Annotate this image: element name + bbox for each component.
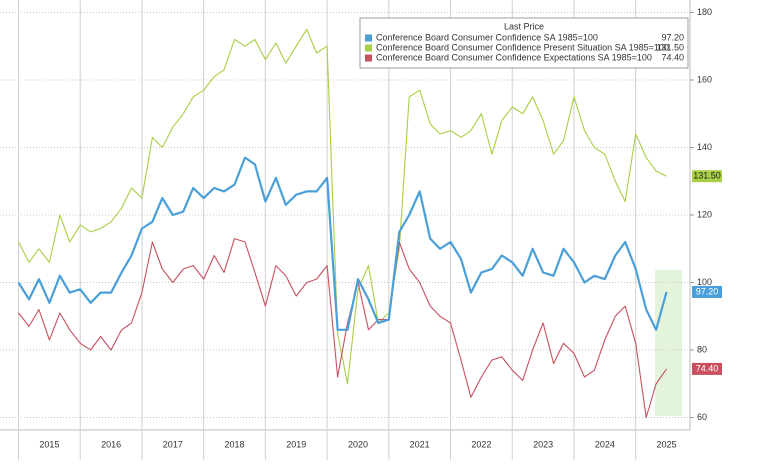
y-tick-label: 120 xyxy=(697,209,712,219)
last-value-tag-label: 97.20 xyxy=(696,286,719,296)
legend-label: Conference Board Consumer Confidence Exp… xyxy=(376,52,652,62)
y-tick-label: 100 xyxy=(697,277,712,287)
legend-value: 97.20 xyxy=(661,32,684,42)
x-tick-label: 2015 xyxy=(39,439,59,449)
y-tick-label: 60 xyxy=(697,412,707,422)
legend-swatch xyxy=(365,44,372,52)
last-value-tag xyxy=(692,285,722,298)
x-tick-label: 2024 xyxy=(595,439,615,449)
y-tick-label: 160 xyxy=(697,74,712,84)
x-tick-label: 2019 xyxy=(286,439,306,449)
legend-label: Conference Board Consumer Confidence Pre… xyxy=(376,42,669,52)
series-line xyxy=(17,156,668,331)
y-tick-label: 140 xyxy=(697,142,712,152)
x-tick-label: 2016 xyxy=(101,439,121,449)
legend-swatch xyxy=(365,34,372,42)
x-tick-label: 2022 xyxy=(471,439,491,449)
last-value-tag xyxy=(692,362,722,375)
series-line xyxy=(18,238,667,419)
y-tick-label: 180 xyxy=(697,7,712,17)
legend-value: 74.40 xyxy=(661,52,684,62)
last-value-tag-label: 131.50 xyxy=(693,171,721,181)
legend: Last Price Conference Board Consumer Con… xyxy=(359,17,689,69)
legend-value: 131.50 xyxy=(656,42,684,52)
highlight-region xyxy=(655,270,682,416)
legend-title: Last Price xyxy=(504,21,544,31)
x-tick-label: 2020 xyxy=(348,439,368,449)
legend-label: Conference Board Consumer Confidence SA … xyxy=(376,32,598,42)
series-line xyxy=(18,28,667,385)
x-tick-label: 2018 xyxy=(225,439,245,449)
x-tick-label: 2023 xyxy=(533,439,553,449)
x-tick-label: 2025 xyxy=(657,439,677,449)
last-value-tag xyxy=(692,170,722,183)
last-value-tag-label: 74.40 xyxy=(696,363,719,373)
x-tick-label: 2017 xyxy=(163,439,183,449)
x-tick-label: 2021 xyxy=(410,439,430,449)
legend-swatch xyxy=(365,54,372,62)
y-tick-label: 80 xyxy=(697,344,707,354)
legend-box xyxy=(359,17,689,69)
